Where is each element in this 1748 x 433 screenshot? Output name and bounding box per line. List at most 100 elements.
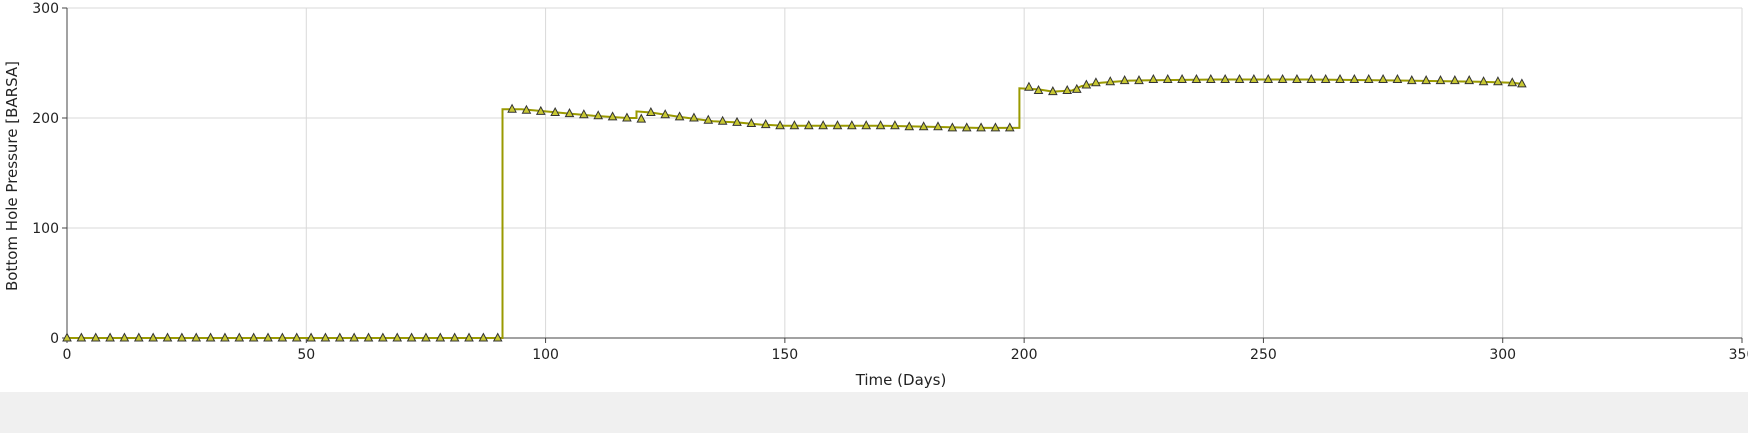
data-point-marker	[105, 332, 115, 342]
x-tick-label: 250	[1250, 347, 1277, 363]
data-point-marker	[689, 112, 699, 122]
data-point-marker	[803, 120, 814, 130]
y-tick-label: 200	[32, 111, 59, 127]
data-point-marker	[148, 332, 158, 342]
data-point-marker	[636, 113, 647, 123]
data-point-marker	[947, 122, 958, 132]
data-point-marker	[746, 117, 757, 127]
data-point-marker	[334, 332, 345, 342]
grid-layer	[66, 7, 1743, 339]
data-point-marker	[349, 332, 359, 342]
data-point-marker	[277, 332, 288, 342]
data-point-marker	[1220, 73, 1230, 83]
data-point-marker	[1263, 73, 1274, 83]
data-point-marker	[1392, 73, 1403, 83]
data-point-marker	[703, 114, 714, 124]
data-point-marker	[1119, 75, 1130, 85]
data-point-marker	[1478, 76, 1489, 86]
data-point-marker	[392, 332, 403, 342]
data-point-marker	[1033, 84, 1044, 94]
data-point-marker	[320, 332, 331, 342]
data-point-marker	[717, 115, 728, 125]
data-point-marker	[363, 332, 374, 342]
y-tick-label: 300	[32, 1, 59, 17]
data-point-marker	[775, 120, 785, 130]
data-point-marker	[1234, 73, 1245, 83]
y-tick-label: 0	[50, 331, 59, 347]
x-tick-label: 150	[771, 347, 798, 363]
data-point-marker	[1363, 73, 1374, 83]
marker-layer	[62, 73, 1527, 342]
data-point-marker	[306, 332, 316, 342]
data-point-marker	[1134, 75, 1144, 85]
y-axis-title: Bottom Hole Pressure [BARSA]	[3, 61, 21, 291]
data-point-marker	[1306, 73, 1317, 83]
data-point-marker	[1292, 73, 1302, 83]
data-point-marker	[464, 332, 474, 342]
data-point-marker	[976, 122, 986, 132]
x-axis-title: Time (Days)	[855, 371, 947, 389]
data-point-marker	[550, 106, 560, 116]
data-point-marker	[904, 121, 915, 131]
x-tick-label: 200	[1011, 347, 1038, 363]
data-point-marker	[90, 332, 101, 342]
x-tick-label: 100	[532, 347, 559, 363]
data-point-marker	[205, 332, 216, 342]
data-point-marker	[1421, 75, 1431, 85]
axes-layer	[62, 8, 1742, 343]
data-point-marker	[1450, 75, 1460, 85]
data-point-marker	[1378, 73, 1388, 83]
data-point-marker	[861, 120, 872, 130]
data-point-marker	[622, 112, 632, 122]
x-tick-label: 350	[1729, 347, 1748, 363]
data-point-marker	[62, 332, 72, 342]
data-point-marker	[1081, 79, 1092, 89]
status-strip	[0, 392, 1748, 433]
data-point-marker	[607, 111, 618, 121]
data-point-marker	[961, 122, 972, 132]
ticks-layer: 0 50 100 150 200 250 300 350 0 100 200 300	[32, 1, 1748, 363]
data-point-marker	[1335, 73, 1345, 83]
data-point-marker	[1177, 73, 1187, 83]
data-point-marker	[646, 106, 656, 116]
y-tick-label: 100	[32, 221, 59, 237]
data-point-marker	[579, 109, 589, 119]
chart-panel: 0 50 100 150 200 250 300 350 0 100 200 300 Time (Da…	[0, 0, 1748, 392]
data-point-marker	[191, 332, 202, 342]
data-point-marker	[177, 332, 187, 342]
data-point-marker	[234, 332, 245, 342]
data-point-marker	[593, 110, 604, 120]
data-point-marker	[1162, 73, 1173, 83]
data-point-marker	[421, 332, 431, 342]
data-point-marker	[1062, 84, 1073, 94]
data-point-marker	[220, 332, 230, 342]
data-point-marker	[1191, 73, 1202, 83]
x-tick-label: 50	[297, 347, 315, 363]
data-point-marker	[76, 332, 87, 342]
data-point-marker	[1464, 75, 1475, 85]
data-point-marker	[1517, 78, 1527, 88]
data-point-marker	[832, 120, 843, 130]
data-point-marker	[1048, 86, 1058, 96]
data-point-marker	[406, 332, 417, 342]
data-point-marker	[847, 120, 857, 130]
data-point-marker	[789, 120, 800, 130]
data-point-marker	[119, 332, 130, 342]
data-point-marker	[1071, 83, 1082, 93]
data-point-marker	[133, 332, 144, 342]
data-point-marker	[1148, 73, 1159, 83]
data-point-marker	[875, 120, 886, 130]
data-point-marker	[918, 121, 929, 131]
data-point-marker	[507, 103, 517, 113]
data-point-marker	[478, 332, 489, 342]
data-point-marker	[732, 116, 742, 126]
x-tick-label: 0	[63, 347, 72, 363]
data-point-marker	[1435, 75, 1446, 85]
data-point-marker	[1320, 73, 1331, 83]
data-point-marker	[535, 105, 546, 115]
data-point-marker	[1091, 77, 1101, 87]
data-point-marker	[291, 332, 302, 342]
data-point-marker	[660, 109, 671, 119]
data-point-marker	[521, 104, 532, 114]
data-point-marker	[1406, 75, 1417, 85]
